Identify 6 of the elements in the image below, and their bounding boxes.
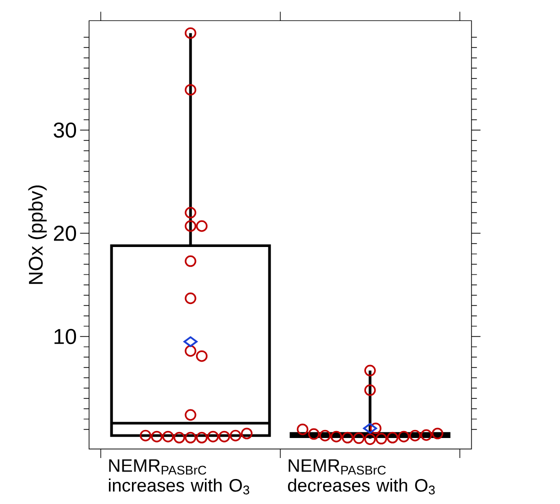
y-axis-title: NOx (ppbv) bbox=[28, 186, 47, 284]
x-tick-label: NEMR$_{PASBrC}$ increases with O$_{3}$ bbox=[108, 459, 250, 495]
y-tick-label: 20 bbox=[54, 226, 76, 241]
y-tick-label: 30 bbox=[54, 122, 76, 138]
x-tick-label: NEMR$_{PASBrC}$ decreases with O$_{3}$ bbox=[288, 459, 435, 495]
y-tick-label: 10 bbox=[54, 328, 76, 344]
